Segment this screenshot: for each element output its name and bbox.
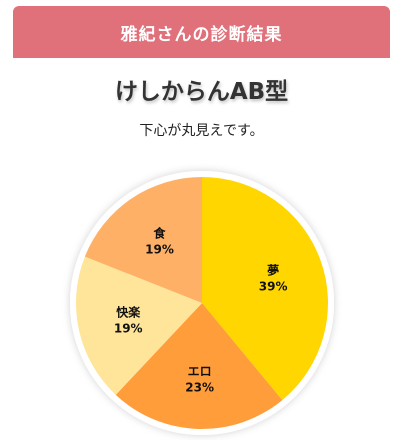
pie-slice xyxy=(115,303,283,429)
pie-slice-value-label: 23% xyxy=(185,381,214,395)
result-description: 下心が丸見えです。 xyxy=(139,123,264,139)
result-type-title: けしからんAB型 xyxy=(114,79,289,105)
pie-slice xyxy=(84,177,202,303)
pie-slice xyxy=(76,256,202,395)
pie-slice-category-label: 食 xyxy=(152,225,166,240)
pie-slice-category-label: 快楽 xyxy=(116,304,141,319)
result-pie-chart: 夢 39% エロ 23% 快楽 19% 食 19% xyxy=(60,166,344,440)
pie-slice-category-label: 夢 xyxy=(267,262,279,277)
pie-slice-value-label: 19% xyxy=(114,321,143,335)
pie-slice-category-label: エロ xyxy=(188,365,212,379)
pie-slice xyxy=(202,177,328,401)
pie-chart-svg: 夢 39% エロ 23% 快楽 19% 食 19% xyxy=(70,171,334,435)
pie-slice-value-label: 39% xyxy=(259,279,288,293)
result-header-title: 雅紀さんの診断結果 xyxy=(120,24,283,45)
pie-slice-value-label: 19% xyxy=(145,242,174,256)
result-header-banner: 雅紀さんの診断結果 xyxy=(13,6,390,58)
